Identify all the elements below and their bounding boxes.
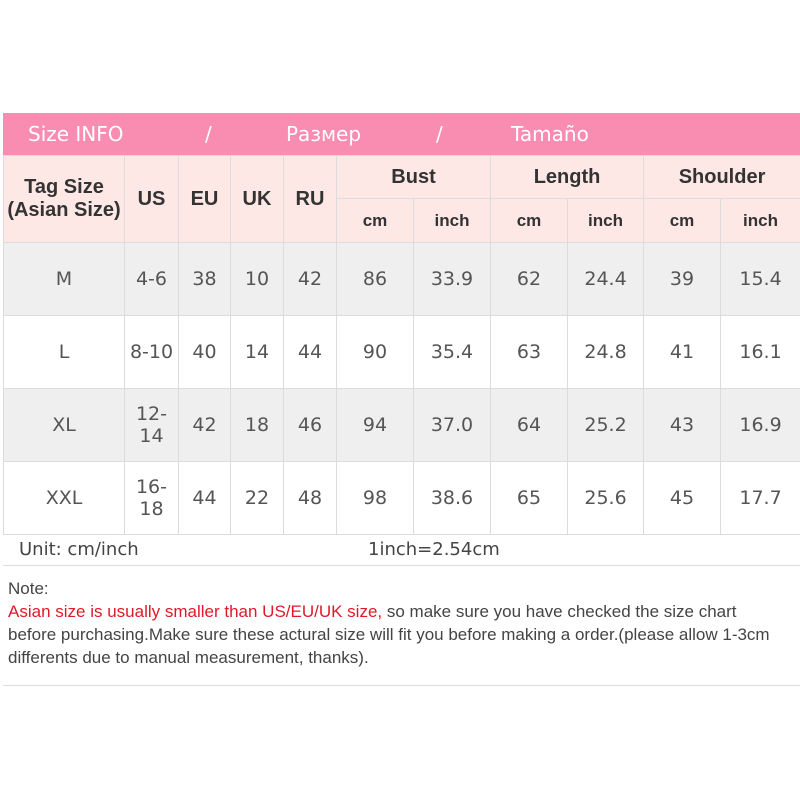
table-cell: 4-6 [124, 242, 179, 316]
header-length: Length [490, 155, 645, 199]
table-row: XL 12-14 42 18 46 94 37.0 64 25.2 43 16.9 [3, 388, 800, 462]
table-cell: 24.8 [567, 315, 645, 389]
table-cell: 16.9 [720, 388, 800, 462]
table-cell: 44 [283, 315, 337, 389]
table-cell: 38 [178, 242, 231, 316]
banner-title-ru: Размер [286, 122, 362, 146]
header-us: US [124, 155, 179, 243]
table-cell: XXL [3, 461, 125, 535]
header-ru: RU [283, 155, 337, 243]
header-uk: UK [230, 155, 284, 243]
table-cell: 14 [230, 315, 284, 389]
note-warning: Asian size is usually smaller than US/EU… [8, 602, 383, 621]
table-row: M 4-6 38 10 42 86 33.9 62 24.4 39 15.4 [3, 242, 800, 316]
table-cell: 39 [643, 242, 722, 316]
header-tag-size: Tag Size (Asian Size) [3, 155, 125, 243]
unit-label: Unit: cm/inch [19, 539, 139, 560]
header-bust: Bust [335, 155, 492, 199]
table-cell: 40 [178, 315, 231, 389]
table-cell: 16.1 [720, 315, 800, 389]
table-cell: 44 [178, 461, 231, 535]
table-cell: 48 [283, 461, 337, 535]
table-cell: 65 [490, 461, 569, 535]
divider [3, 685, 800, 686]
size-table: Tag Size (Asian Size) US EU UK RU Bust Le… [3, 155, 800, 535]
table-cell: XL [3, 388, 125, 462]
table-cell: 33.9 [412, 242, 492, 316]
table-cell: 45 [643, 461, 722, 535]
banner-separator: / [436, 122, 443, 146]
size-info-banner: Size INFO / Размер / Tamaño [3, 113, 800, 155]
table-cell: 86 [336, 242, 414, 316]
table-cell: 12-14 [124, 388, 179, 462]
table-cell: 38.6 [412, 461, 492, 535]
note-title: Note: [8, 579, 49, 598]
table-cell: M [3, 242, 125, 316]
banner-title-en: Size INFO [28, 122, 124, 146]
table-cell: 17.7 [720, 461, 800, 535]
header-bust-cm: cm [336, 198, 414, 243]
table-row: L 8-10 40 14 44 90 35.4 63 24.8 41 16.1 [3, 315, 800, 389]
table-cell: 25.6 [567, 461, 645, 535]
table-cell: 62 [490, 242, 569, 316]
table-cell: 22 [230, 461, 284, 535]
table-cell: 42 [283, 242, 337, 316]
table-cell: 90 [336, 315, 414, 389]
unit-row: Unit: cm/inch 1inch=2.54cm [3, 533, 800, 566]
table-cell: 10 [230, 242, 284, 316]
table-cell: 8-10 [124, 315, 179, 389]
table-cell: 16-18 [124, 461, 179, 535]
table-cell: 94 [336, 388, 414, 462]
table-cell: 42 [178, 388, 231, 462]
header-length-inch: inch [567, 198, 645, 243]
table-cell: 64 [490, 388, 569, 462]
table-cell: 35.4 [412, 315, 492, 389]
table-row: XXL 16-18 44 22 48 98 38.6 65 25.6 45 17.7 [3, 461, 800, 535]
header-shoulder-inch: inch [720, 198, 800, 243]
table-cell: 18 [230, 388, 284, 462]
header-length-cm: cm [490, 198, 569, 243]
header-shoulder: Shoulder [643, 155, 800, 199]
table-cell: 37.0 [412, 388, 492, 462]
header-bust-inch: inch [412, 198, 492, 243]
note-text: so make sure you have checked the size c… [8, 602, 770, 667]
banner-title-es: Tamaño [511, 122, 589, 146]
unit-conversion: 1inch=2.54cm [368, 539, 500, 560]
table-cell: 25.2 [567, 388, 645, 462]
table-cell: L [3, 315, 125, 389]
note: Note: Asian size is usually smaller than… [8, 577, 788, 669]
table-cell: 43 [643, 388, 722, 462]
table-cell: 41 [643, 315, 722, 389]
table-cell: 63 [490, 315, 569, 389]
header-eu: EU [178, 155, 231, 243]
banner-separator: / [205, 122, 212, 146]
table-cell: 98 [336, 461, 414, 535]
table-cell: 24.4 [567, 242, 645, 316]
header-shoulder-cm: cm [643, 198, 722, 243]
table-cell: 15.4 [720, 242, 800, 316]
table-cell: 46 [283, 388, 337, 462]
